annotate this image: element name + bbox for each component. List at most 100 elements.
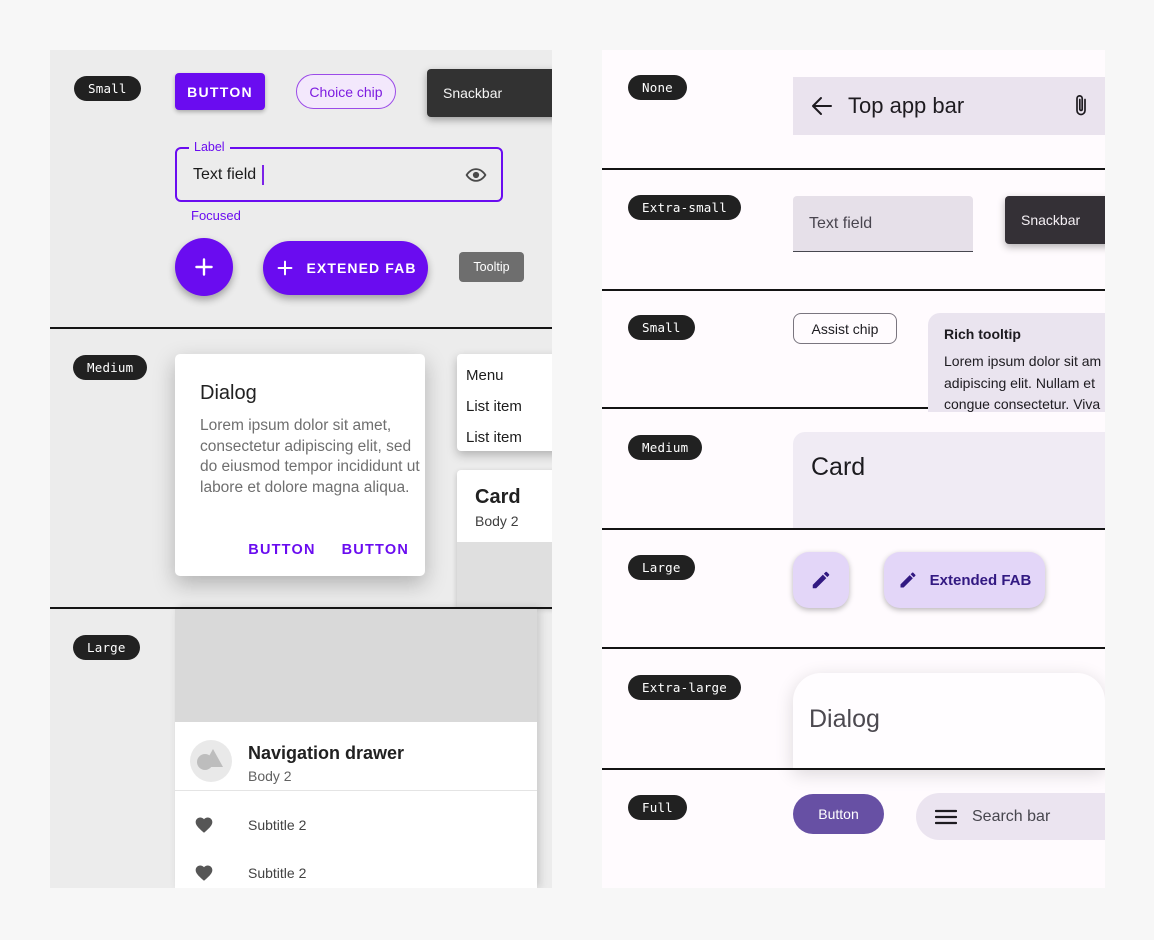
rich-tooltip-line: congue consectetur. Viva [944, 396, 1101, 412]
dialog-actions: BUTTON BUTTON [248, 542, 409, 558]
filled-button[interactable]: Button [793, 794, 884, 834]
heart-icon [193, 815, 215, 835]
menu-item[interactable]: List item [466, 398, 522, 415]
left-demo-panel: Small BUTTON Choice chip Snackbar Text f… [50, 50, 552, 888]
text-field-label: Text field [809, 214, 873, 232]
extended-fab-label: Extended FAB [929, 571, 1032, 589]
row-divider [602, 289, 1105, 291]
badge-label: Small [88, 81, 127, 96]
dialog-body-line: Lorem ipsum dolor sit amet, [200, 417, 392, 434]
dialog-title: Dialog [200, 382, 257, 404]
menu-item[interactable]: Menu [466, 367, 504, 384]
snackbar-label: Snackbar [1021, 212, 1081, 228]
section-divider [50, 327, 552, 329]
dialog-button[interactable]: BUTTON [248, 542, 316, 558]
drawer-subtitle: Body 2 [248, 768, 292, 784]
badge-label: Extra-small [642, 200, 727, 215]
badge-label: Full [642, 800, 673, 815]
dialog-title: Dialog [809, 705, 880, 733]
text-field-label: Label [189, 140, 230, 154]
menu: Menu List item List item [457, 354, 552, 451]
visibility-icon[interactable] [465, 164, 487, 186]
choice-chip[interactable]: Choice chip [296, 74, 396, 109]
badge-label: Medium [642, 440, 689, 455]
shape-badge-small: Small [628, 315, 695, 340]
plus-icon [274, 257, 296, 279]
fab-button[interactable] [175, 238, 233, 296]
plain-tooltip: Tooltip [459, 252, 524, 282]
attachment-icon[interactable] [1071, 94, 1091, 118]
card-subtitle: Body 2 [475, 513, 519, 529]
image-placeholder-icon [197, 749, 223, 770]
search-bar-placeholder: Search bar [972, 807, 1051, 825]
shape-badge-large: Large [628, 555, 695, 580]
row-divider [602, 528, 1105, 530]
menu-icon[interactable] [935, 809, 957, 825]
heart-icon [193, 863, 215, 883]
card: Card Body 2 [457, 470, 552, 607]
text-field-filled[interactable]: Text field [793, 196, 973, 252]
rich-tooltip-line: adipiscing elit. Nullam et [944, 374, 1095, 391]
app-bar-title: Top app bar [848, 93, 965, 118]
top-app-bar: Top app bar [793, 77, 1105, 135]
card-media-placeholder [457, 542, 552, 607]
dialog-body-line: do eiusmod tempor incididunt ut [200, 458, 420, 475]
contained-button[interactable]: BUTTON [175, 73, 265, 110]
avatar [190, 740, 232, 782]
rich-tooltip: Rich tooltip Lorem ipsum dolor sit am ad… [928, 313, 1105, 412]
search-bar[interactable]: Search bar [916, 793, 1105, 840]
badge-label: None [642, 80, 673, 95]
list-item[interactable]: Subtitle 2 [175, 815, 537, 861]
arrow-left-icon[interactable] [810, 94, 834, 118]
divider [175, 790, 537, 791]
navigation-drawer: Navigation drawer Body 2 Subtitle 2 Subt… [175, 608, 537, 888]
card: Card [793, 432, 1105, 528]
shape-badge-extra-large: Extra-large [628, 675, 741, 700]
shape-badge-none: None [628, 75, 687, 100]
badge-label: Large [642, 560, 681, 575]
text-cursor [262, 164, 264, 185]
shape-badge-medium: Medium [73, 355, 148, 380]
extended-fab-button[interactable]: EXTENED FAB [263, 241, 428, 295]
shape-badge-extra-small: Extra-small [628, 195, 741, 220]
dialog-button[interactable]: BUTTON [341, 542, 409, 558]
rich-tooltip-title: Rich tooltip [944, 326, 1021, 342]
snackbar: Snackbar [427, 69, 552, 117]
dialog: Dialog [793, 673, 1105, 770]
section-divider [50, 607, 552, 609]
dialog-body-line: consectetur adipiscing elit, sed [200, 437, 412, 455]
dialog-body: Lorem ipsum dolor sit amet, consectetur … [200, 416, 420, 498]
snackbar: Snackbar [1005, 196, 1105, 244]
rich-tooltip-line: Lorem ipsum dolor sit am [944, 353, 1102, 369]
badge-label: Medium [87, 360, 134, 375]
text-field-outlined[interactable]: Text field [175, 147, 503, 202]
edit-pencil-icon [810, 569, 832, 591]
edit-pencil-icon [898, 570, 918, 590]
card-title: Card [811, 453, 866, 481]
menu-item[interactable]: List item [466, 429, 522, 446]
row-divider [602, 768, 1105, 770]
list-item[interactable]: Subtitle 2 [175, 863, 537, 888]
extended-fab-button[interactable]: Extended FAB [884, 552, 1045, 608]
card-title: Card [475, 486, 521, 508]
row-divider [602, 647, 1105, 649]
drawer-header-image [175, 608, 537, 722]
row-divider [602, 407, 1105, 409]
dialog: Dialog Lorem ipsum dolor sit amet, conse… [175, 354, 425, 576]
tooltip-label: Tooltip [473, 260, 510, 274]
snackbar-label: Snackbar [443, 85, 503, 101]
extended-fab-label: EXTENED FAB [306, 260, 417, 276]
text-field-value: Text field [193, 165, 257, 183]
badge-label: Small [642, 320, 681, 335]
right-demo-panel: None Top app bar Extra-small Text field … [602, 50, 1105, 888]
badge-label: Large [87, 640, 126, 655]
text-field-helper: Focused [191, 208, 241, 223]
list-item-label: Subtitle 2 [248, 817, 307, 833]
badge-label: Extra-large [642, 680, 727, 695]
shape-badge-medium: Medium [628, 435, 703, 460]
row-divider [602, 168, 1105, 170]
dialog-body-line: labore et dolore magna aliqua. [200, 478, 410, 496]
assist-chip[interactable]: Assist chip [793, 313, 897, 344]
fab-button[interactable] [793, 552, 849, 608]
drawer-title: Navigation drawer [248, 743, 405, 763]
